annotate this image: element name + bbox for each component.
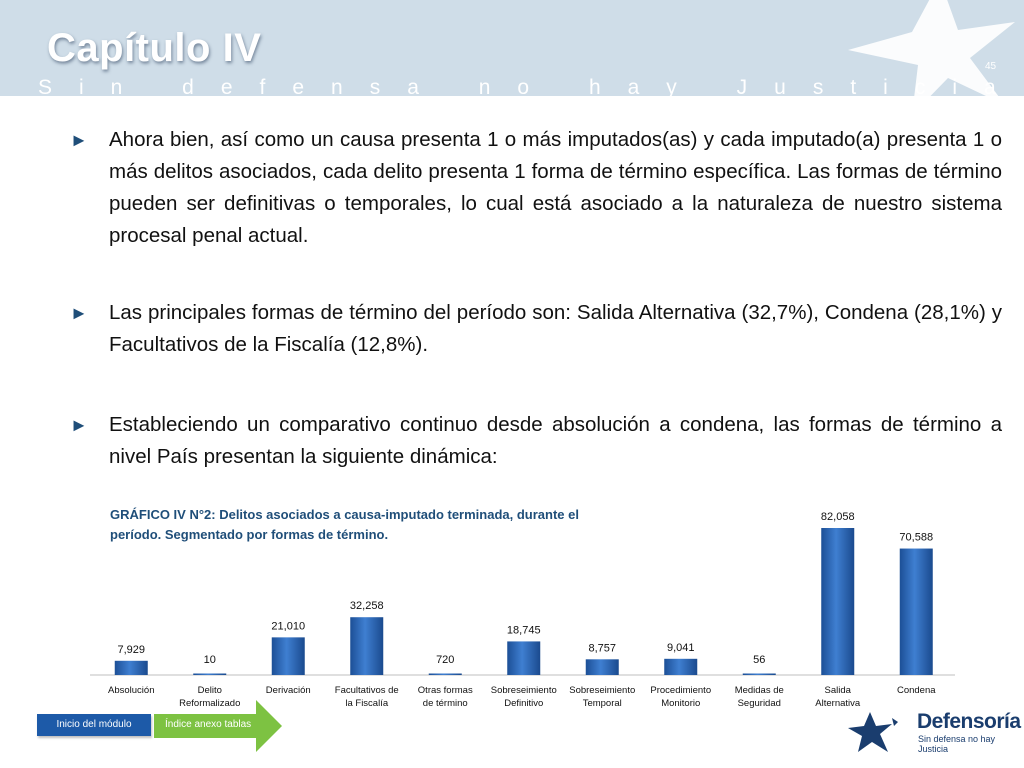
category-tick-label: Salida (825, 685, 852, 696)
bar (899, 548, 933, 675)
bar (664, 658, 698, 675)
bar-value-label: 7,929 (117, 644, 145, 656)
bar (507, 641, 541, 675)
category-tick-label: Derivación (266, 685, 311, 696)
category-tick-label: Sobreseimiento (491, 685, 557, 696)
bar-value-label: 82,058 (821, 511, 855, 523)
category-tick-label: Monitorio (661, 698, 700, 709)
header-banner: Capítulo IV Sin defensa no hay Justicia … (0, 0, 1024, 96)
category-tick-label: de término (423, 698, 468, 709)
category-tick-label: Temporal (583, 698, 622, 709)
category-tick-label: Procedimiento (650, 685, 711, 696)
bar-value-label: 32,258 (350, 600, 384, 612)
category-tick-label: la Fiscalía (345, 698, 388, 709)
header-star-icon (848, 0, 1015, 96)
index-tables-button[interactable]: Índice anexo tablas (154, 700, 284, 757)
bullet-item: ► Estableciendo un comparativo continuo … (70, 409, 1002, 473)
bullet-item: ► Las principales formas de término del … (70, 297, 1002, 361)
bullet-text: Estableciendo un comparativo continuo de… (109, 413, 1002, 468)
category-tick-label: Absolución (108, 685, 154, 696)
category-tick-label: Otras formas (418, 685, 473, 696)
bar-value-label: 10 (204, 654, 216, 666)
header-tagline: Sin defensa no hay Justicia (38, 76, 1023, 96)
arrow-button-shape-icon (154, 700, 282, 752)
bar-value-label: 70,588 (899, 532, 933, 544)
bar-value-label: 720 (436, 654, 454, 666)
bullet-item: ► Ahora bien, así como un causa presenta… (70, 124, 1002, 252)
bar (350, 617, 384, 675)
bar (193, 673, 227, 675)
bar (821, 528, 855, 675)
bullet-text: Ahora bien, así como un causa presenta 1… (109, 128, 1002, 247)
logo-name: Defensoría (917, 710, 1021, 733)
chart-title: GRÁFICO IV N°2: Delitos asociados a caus… (110, 507, 579, 542)
page-title: Capítulo IV (47, 26, 262, 70)
category-tick-label: Alternativa (815, 698, 861, 709)
module-start-button[interactable]: Inicio del módulo (37, 714, 151, 736)
bullet-text: Las principales formas de término del pe… (109, 301, 1002, 356)
bullet-arrow-icon: ► (70, 130, 88, 150)
category-tick-label: Definitivo (504, 698, 543, 709)
bar-value-label: 8,757 (588, 642, 616, 654)
bar-value-label: 21,010 (271, 620, 305, 632)
bullet-arrow-icon: ► (70, 303, 88, 323)
logo-tagline: Sin defensa no hay Justicia (918, 734, 996, 754)
bar (585, 659, 619, 675)
category-tick-label: Medidas de (735, 685, 784, 696)
category-tick-label: Delito (198, 685, 222, 696)
bullet-arrow-icon: ► (70, 415, 88, 435)
bar (114, 660, 148, 675)
defensoria-star-icon (848, 712, 898, 752)
category-tick-label: Facultativos de (335, 685, 399, 696)
bar-value-label: 56 (753, 654, 765, 666)
index-tables-label: Índice anexo tablas (165, 719, 252, 730)
bar (428, 673, 462, 675)
bar (271, 637, 305, 675)
bar-value-label: 9,041 (667, 642, 695, 654)
category-tick-label: Condena (897, 685, 936, 696)
category-tick-label: Seguridad (738, 698, 781, 709)
category-tick-label: Sobreseimiento (569, 685, 635, 696)
page-number: 45 (985, 61, 997, 72)
bar (742, 673, 776, 675)
bar-value-label: 18,745 (507, 624, 541, 636)
